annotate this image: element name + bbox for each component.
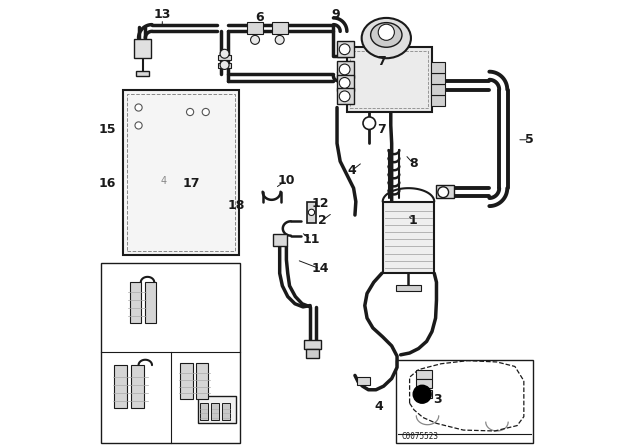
Text: 7: 7 <box>378 55 386 69</box>
Ellipse shape <box>362 18 411 58</box>
Text: 5: 5 <box>525 133 534 146</box>
Circle shape <box>438 187 449 198</box>
Bar <box>222 403 230 420</box>
Bar <box>123 90 239 255</box>
Bar <box>356 377 370 385</box>
Text: 2: 2 <box>318 214 326 227</box>
Text: C0075523: C0075523 <box>401 432 438 441</box>
Text: 7: 7 <box>378 122 386 136</box>
Circle shape <box>339 91 350 102</box>
Text: 9: 9 <box>332 8 340 21</box>
Bar <box>337 41 355 57</box>
Text: 14: 14 <box>311 262 329 276</box>
Circle shape <box>186 108 194 116</box>
Bar <box>247 22 263 34</box>
Text: 8: 8 <box>409 157 417 170</box>
Bar <box>131 365 145 408</box>
Bar <box>127 94 235 251</box>
Circle shape <box>339 44 350 55</box>
Text: 18: 18 <box>227 198 244 212</box>
Bar <box>337 75 355 91</box>
Bar <box>347 47 432 112</box>
Text: 6: 6 <box>255 11 264 25</box>
Circle shape <box>275 35 284 44</box>
Bar <box>305 340 321 349</box>
Bar <box>306 349 319 358</box>
Circle shape <box>378 24 394 40</box>
Text: 12: 12 <box>311 197 329 211</box>
Text: 16: 16 <box>99 177 116 190</box>
Bar <box>307 202 316 223</box>
Text: 13: 13 <box>154 8 171 21</box>
Bar <box>114 365 127 408</box>
Bar <box>416 370 432 379</box>
Bar <box>273 234 287 246</box>
Bar <box>145 282 156 323</box>
Bar <box>136 71 149 76</box>
Text: 11: 11 <box>302 233 320 246</box>
Text: 10: 10 <box>278 173 295 187</box>
Bar <box>134 39 151 58</box>
Bar <box>396 285 421 291</box>
Text: 4: 4 <box>375 400 383 414</box>
Circle shape <box>135 122 142 129</box>
Bar <box>218 55 231 60</box>
Bar <box>431 73 445 84</box>
Bar <box>396 360 532 443</box>
Bar <box>337 61 355 78</box>
Bar <box>337 88 355 104</box>
Bar <box>436 185 454 198</box>
Text: 4: 4 <box>160 176 166 185</box>
Bar <box>196 363 209 399</box>
Bar <box>198 396 236 423</box>
Bar <box>211 403 219 420</box>
Circle shape <box>363 117 376 129</box>
Bar <box>218 63 231 68</box>
Text: 3: 3 <box>433 393 442 406</box>
Circle shape <box>220 49 229 58</box>
Ellipse shape <box>371 22 402 47</box>
Text: 17: 17 <box>182 177 200 190</box>
Circle shape <box>339 78 350 88</box>
Bar <box>101 263 240 443</box>
Text: 4: 4 <box>348 164 356 177</box>
Bar <box>129 282 141 323</box>
Bar <box>200 403 208 420</box>
Text: 1: 1 <box>409 214 417 227</box>
Text: 15: 15 <box>99 122 116 136</box>
Bar <box>271 22 288 34</box>
Circle shape <box>413 385 431 403</box>
Bar <box>383 202 435 273</box>
Bar <box>431 84 445 95</box>
Bar <box>416 390 432 398</box>
Circle shape <box>202 108 209 116</box>
Circle shape <box>308 209 315 215</box>
Bar <box>431 62 445 73</box>
Circle shape <box>339 64 350 75</box>
Circle shape <box>135 104 142 111</box>
Bar <box>416 379 432 388</box>
Circle shape <box>250 35 260 44</box>
Circle shape <box>220 60 229 69</box>
Bar <box>180 363 193 399</box>
Bar <box>351 51 428 108</box>
Bar <box>431 95 445 106</box>
